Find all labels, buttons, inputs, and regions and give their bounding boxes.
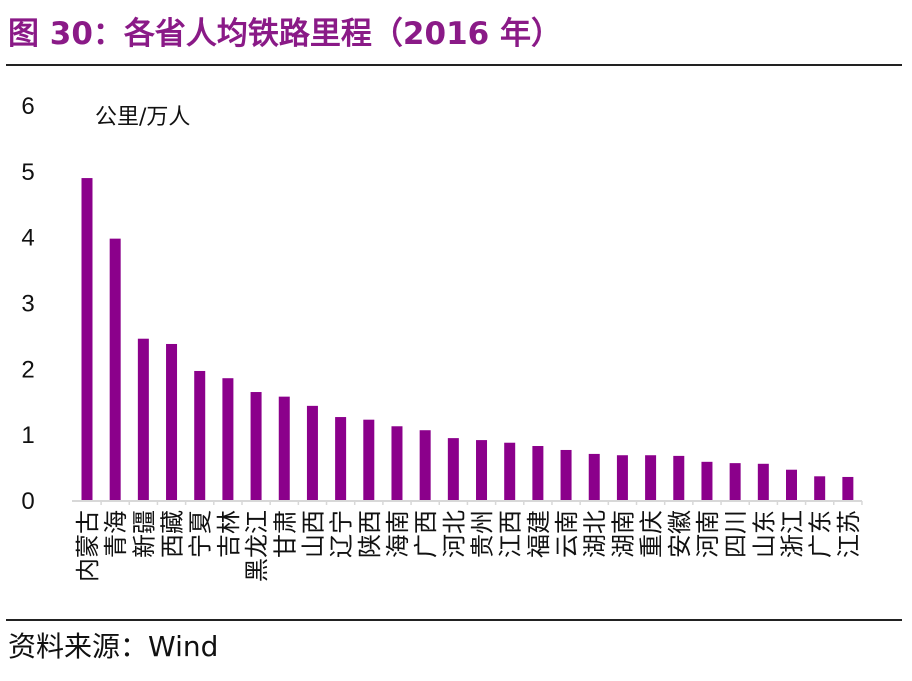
bar-广西 [419, 430, 431, 500]
bar-江苏 [842, 476, 854, 500]
bar-陕西 [363, 419, 375, 500]
bar-西藏 [166, 343, 178, 500]
x-tick-label: 甘肃 [271, 510, 299, 558]
source-note: 资料来源：Wind [8, 630, 219, 663]
x-tick-label: 河北 [440, 510, 468, 558]
bar-湖南 [616, 455, 628, 500]
bar-安徽 [673, 455, 685, 500]
x-tick-label: 黑龙江 [243, 510, 271, 582]
bar-吉林 [222, 378, 234, 500]
x-tick-label: 安徽 [666, 510, 694, 558]
y-tick-label: 3 [21, 291, 34, 318]
bar-青海 [109, 238, 121, 500]
y-tick-label: 1 [21, 422, 34, 449]
bottom-rule [6, 619, 902, 621]
x-tick-label: 宁夏 [187, 510, 215, 558]
x-tick-label: 湖南 [609, 510, 637, 558]
bar-甘肃 [278, 396, 290, 500]
x-tick-label: 吉林 [215, 510, 243, 558]
top-rule [6, 64, 902, 66]
x-tick-label: 福建 [525, 510, 553, 558]
x-tick-label: 江苏 [835, 510, 863, 558]
bar-江西 [504, 442, 516, 500]
bar-贵州 [476, 440, 488, 500]
y-tick-label: 2 [21, 356, 34, 383]
y-tick-label: 0 [21, 488, 34, 515]
bar-新疆 [137, 338, 149, 500]
bar-福建 [532, 446, 544, 500]
bar-宁夏 [194, 370, 206, 500]
x-tick-label: 海南 [384, 510, 412, 558]
bar-海南 [391, 426, 403, 500]
x-tick-label: 山东 [750, 510, 778, 558]
x-tick-label: 广东 [807, 510, 835, 558]
x-tick-label: 四川 [722, 510, 750, 558]
y-tick-label: 4 [21, 225, 34, 252]
x-tick-label: 新疆 [130, 510, 158, 558]
x-tick-label: 陕西 [356, 510, 384, 558]
x-tick-label: 西藏 [159, 510, 187, 558]
bar-浙江 [786, 469, 797, 500]
bar-山东 [757, 463, 769, 500]
x-tick-label: 江西 [497, 510, 525, 558]
x-tick-label: 浙江 [779, 510, 807, 558]
bar-河南 [701, 461, 713, 500]
x-tick-label: 内蒙古 [74, 510, 102, 582]
y-tick-label: 5 [21, 159, 34, 186]
y-tick-label: 6 [21, 93, 34, 120]
x-tick-label: 辽宁 [328, 510, 356, 558]
x-tick-label: 贵州 [469, 510, 497, 558]
bar-黑龙江 [250, 392, 262, 500]
x-tick-label: 云南 [553, 510, 581, 558]
bar-辽宁 [335, 417, 347, 500]
bar-广东 [814, 476, 826, 500]
x-tick-label: 广西 [412, 510, 440, 558]
x-tick-label: 青海 [102, 510, 130, 558]
bar-内蒙古 [81, 178, 93, 500]
bar-云南 [560, 449, 572, 500]
bar-重庆 [645, 455, 657, 500]
figure-title: 图 30：各省人均铁路里程（2016 年） [8, 16, 563, 52]
x-tick-label: 山西 [299, 510, 327, 558]
y-axis-label: 公里/万人 [95, 105, 190, 130]
x-tick-label: 河南 [694, 510, 722, 558]
x-tick-label: 湖北 [581, 510, 609, 558]
x-tick-label: 重庆 [638, 510, 666, 558]
bar-湖北 [588, 453, 600, 500]
bar-四川 [729, 463, 741, 500]
bar-河北 [447, 438, 459, 500]
bar-山西 [306, 405, 318, 500]
